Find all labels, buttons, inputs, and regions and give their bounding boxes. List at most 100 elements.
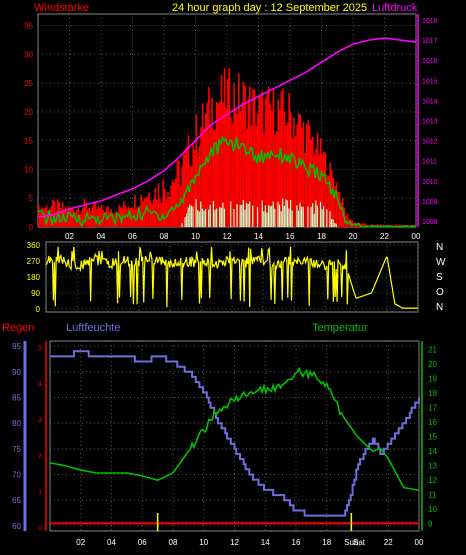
- gust-bar: [312, 136, 314, 227]
- pressure-tick-label: 1013: [422, 119, 438, 126]
- gust-bar: [244, 85, 246, 228]
- rain-tick-label: 2: [38, 453, 42, 460]
- calm-bar: [267, 204, 270, 227]
- calm-bar: [326, 209, 328, 227]
- gust-bar: [178, 160, 180, 227]
- gust-bar: [148, 192, 150, 227]
- gust-bar: [182, 154, 185, 227]
- gust-bar: [330, 169, 333, 227]
- gust-bar: [234, 107, 237, 227]
- humidity-temperature-axes: 6065707580859095910111213141516171819202…: [12, 341, 437, 547]
- gust-bar: [250, 125, 253, 227]
- gust-bar: [52, 199, 54, 227]
- gust-bar: [326, 174, 328, 227]
- wind-tick-label: 30: [24, 50, 33, 59]
- gust-bar: [170, 185, 172, 227]
- x-tick-label: 20: [349, 232, 358, 241]
- wind-tick-label: 25: [24, 79, 33, 88]
- gust-bar: [346, 213, 349, 227]
- x-tick-label: 08: [169, 538, 178, 547]
- calm-bar: [200, 201, 202, 227]
- temperature-tick-label: 19: [428, 375, 437, 384]
- compass-label: N: [436, 242, 443, 253]
- gust-bar: [283, 111, 286, 227]
- calm-bar: [266, 212, 268, 227]
- gust-bar: [190, 166, 193, 227]
- calm-bar: [192, 206, 194, 227]
- gust-bar: [334, 186, 336, 227]
- gust-bar: [145, 198, 147, 227]
- temperature-line: [49, 366, 420, 492]
- gust-bar: [249, 86, 251, 227]
- gust-bar: [231, 123, 234, 227]
- calm-bar: [244, 209, 246, 227]
- gust-bar: [398, 224, 401, 227]
- pressure-tick-label: 1018: [422, 18, 438, 25]
- gust-bar: [157, 183, 160, 227]
- calm-bar: [271, 205, 273, 227]
- gust-bar: [50, 205, 53, 227]
- gust-bar: [301, 127, 303, 227]
- gust-bar: [318, 154, 320, 227]
- calm-bar: [319, 201, 322, 227]
- x-tick-label: 06: [138, 538, 147, 547]
- gust-bar: [242, 81, 245, 227]
- gust-bar: [123, 201, 125, 227]
- gust-bar: [409, 225, 412, 227]
- gust-bar: [293, 117, 295, 227]
- humidity-tick-label: 85: [12, 393, 21, 402]
- gust-bar: [135, 208, 138, 227]
- wind-average-line: [37, 135, 416, 228]
- x-tick-label: 02: [76, 538, 85, 547]
- gust-bar: [88, 207, 90, 227]
- calm-bar: [208, 209, 210, 227]
- gust-bar: [132, 208, 135, 227]
- direction-tick-label: 270: [27, 257, 41, 266]
- x-tick-label: 14: [261, 538, 270, 547]
- gust-bar: [313, 154, 316, 227]
- gust-bar: [38, 204, 40, 227]
- gust-bar: [181, 166, 183, 227]
- x-tick-label: 02: [65, 232, 74, 241]
- wind-direction-marks: [45, 246, 418, 309]
- calm-bar: [263, 211, 265, 227]
- calm-bar: [220, 207, 222, 227]
- gust-bar: [162, 179, 165, 227]
- gust-bar: [245, 128, 248, 227]
- gust-bar: [171, 179, 174, 227]
- gust-bar: [308, 125, 311, 227]
- gust-bar: [263, 133, 265, 227]
- calm-bar: [219, 206, 221, 227]
- gust-bar: [101, 204, 103, 227]
- pressure-tick-label: 1008: [422, 219, 438, 226]
- gust-bar: [255, 125, 257, 227]
- gust-bar: [69, 208, 72, 227]
- calm-bar: [288, 208, 290, 227]
- gust-bar: [256, 113, 259, 227]
- calm-bar: [252, 205, 254, 227]
- gust-bar: [299, 114, 302, 227]
- gust-bar: [159, 198, 161, 227]
- temperature-tick-label: 16: [428, 418, 437, 427]
- calm-bar: [315, 200, 317, 227]
- calm-bar: [190, 205, 192, 227]
- gust-bar: [241, 102, 243, 227]
- gust-bar: [264, 98, 267, 227]
- calm-bar: [204, 209, 207, 227]
- wind-tick-label: 0: [29, 223, 34, 232]
- gust-bar: [112, 213, 114, 227]
- calm-bar: [245, 202, 248, 227]
- calm-bar: [269, 206, 271, 227]
- gust-bar: [329, 162, 331, 227]
- gust-bar: [225, 108, 228, 227]
- gust-bar: [277, 99, 279, 227]
- rain-label: Regen: [2, 322, 34, 334]
- pressure-tick-label: 1009: [422, 199, 438, 206]
- x-tick-label: 16: [286, 232, 295, 241]
- gust-bar: [108, 211, 111, 227]
- direction-tick-label: 360: [27, 241, 41, 250]
- gust-bar: [146, 196, 149, 227]
- calm-bar: [312, 203, 314, 227]
- rain-tick-label: 0: [38, 525, 42, 532]
